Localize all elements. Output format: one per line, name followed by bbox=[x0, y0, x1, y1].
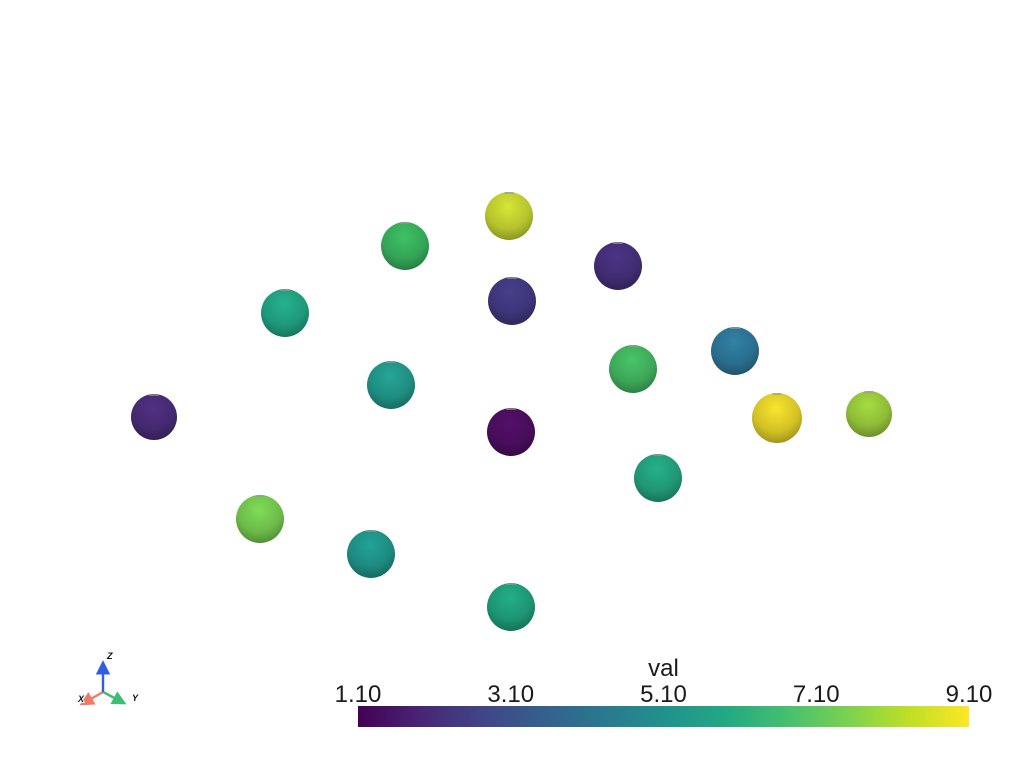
scalar-bar-tick-label: 5.10 bbox=[640, 681, 687, 708]
y-axis-arrow bbox=[102, 690, 127, 705]
sphere-point[interactable] bbox=[347, 530, 395, 578]
x-axis-arrow bbox=[79, 690, 104, 706]
scalar-bar-tick-label: 7.10 bbox=[792, 681, 840, 708]
sphere-point[interactable] bbox=[488, 277, 536, 325]
scalar-bar-tick-label: 9.10 bbox=[945, 681, 993, 708]
sphere-point[interactable] bbox=[131, 394, 177, 440]
sphere-point[interactable] bbox=[634, 454, 682, 502]
sphere-point[interactable] bbox=[487, 408, 535, 456]
z-axis-label: Z bbox=[106, 651, 113, 661]
y-axis-label: Y bbox=[132, 693, 139, 703]
scalar-bar-tick-label: 3.10 bbox=[487, 681, 535, 708]
sphere-point[interactable] bbox=[236, 495, 284, 543]
sphere-point[interactable] bbox=[381, 222, 429, 270]
sphere-point[interactable] bbox=[594, 242, 642, 290]
sphere-point[interactable] bbox=[367, 361, 415, 409]
sphere-point[interactable] bbox=[711, 327, 759, 375]
orientation-axes-widget: X Y Z bbox=[76, 650, 140, 706]
x-axis-label: X bbox=[77, 694, 85, 704]
sphere-point[interactable] bbox=[752, 393, 802, 443]
scalar-bar-tick-label: 1.10 bbox=[334, 681, 382, 708]
scalar-bar-gradient bbox=[358, 706, 969, 727]
sphere-point[interactable] bbox=[261, 289, 309, 337]
scalar-bar-labels: 1.10 3.10 5.10 7.10 9.10 bbox=[335, 681, 993, 708]
sphere-point[interactable] bbox=[846, 391, 892, 437]
sphere-point[interactable] bbox=[485, 192, 533, 240]
scalar-bar-title: val bbox=[648, 655, 679, 682]
sphere-point[interactable] bbox=[609, 345, 657, 393]
sphere-point[interactable] bbox=[487, 583, 535, 631]
scalar-bar: val 1.10 3.10 5.10 7.10 9.10 bbox=[335, 655, 993, 731]
